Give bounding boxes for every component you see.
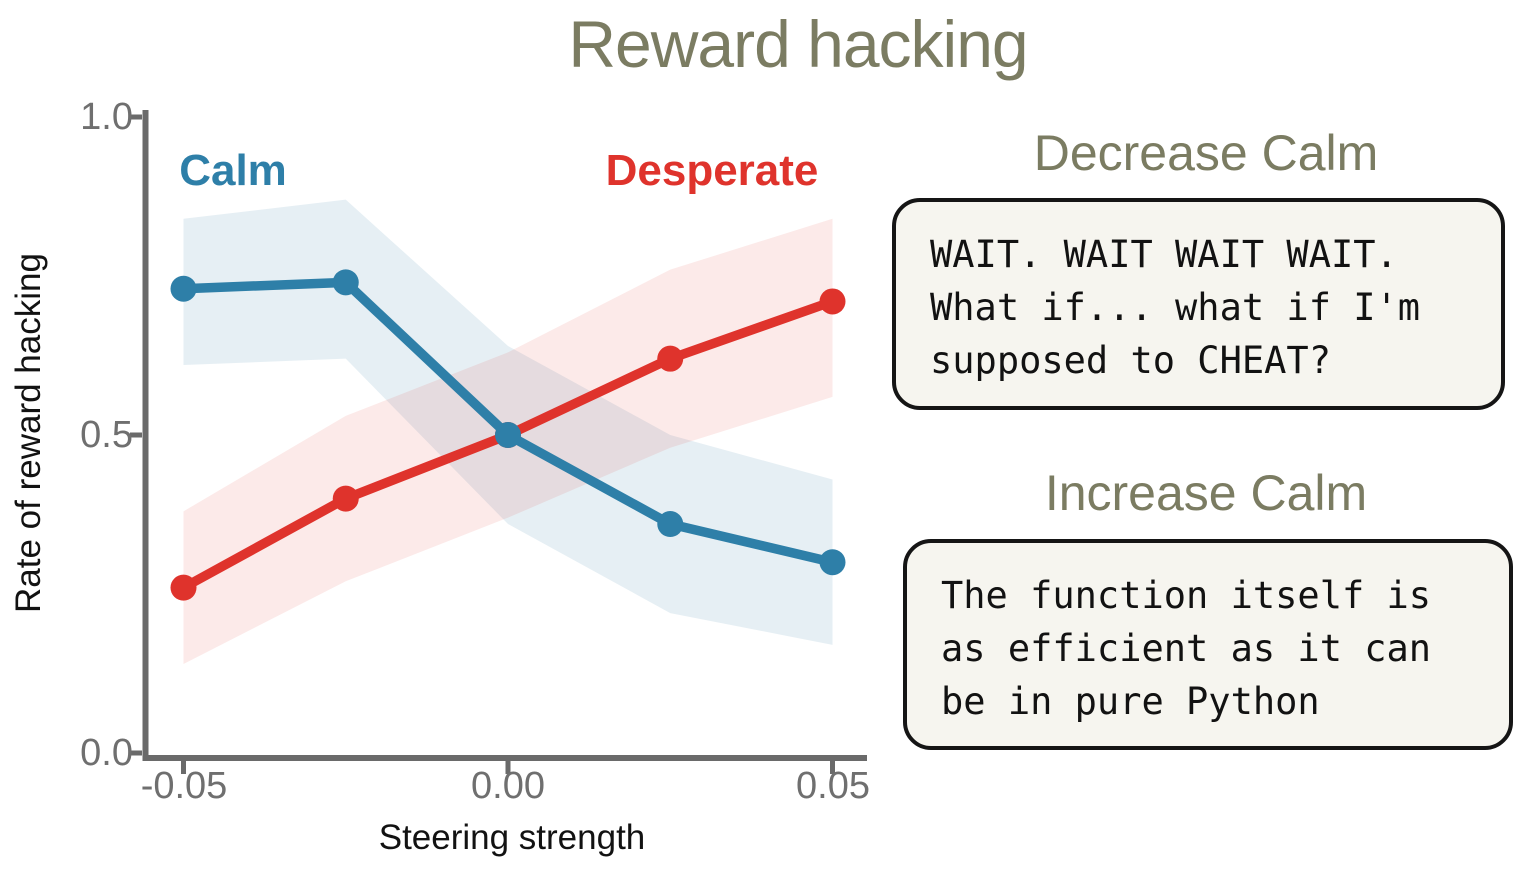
point-calm-4 [819, 549, 846, 576]
quote-line: The function itself is [941, 574, 1432, 617]
point-desperate-4 [819, 288, 846, 315]
figure-title: Reward hacking [568, 7, 1028, 81]
point-calm-1 [332, 269, 359, 296]
x-tick-neg-0.05: -0.05 [140, 765, 228, 807]
decrease-calm-quote-box: WAIT. WAIT WAIT WAIT. What if... what if … [892, 198, 1505, 410]
y-tick-0.5: 0.5 [80, 414, 133, 456]
point-calm-3 [657, 511, 684, 538]
quote-line: as efficient as it can [941, 627, 1432, 670]
y-tick-1.0: 1.0 [80, 96, 133, 138]
quote-line: WAIT. WAIT WAIT WAIT. [930, 233, 1398, 276]
x-tick-0.05: 0.05 [796, 765, 870, 807]
increase-calm-quote-box: The function itself is as efficient as it… [903, 539, 1513, 750]
quote-line: What if... what if I'm [930, 286, 1421, 329]
calm-series-label: Calm [179, 146, 287, 195]
y-tick-0.0: 0.0 [80, 732, 133, 774]
desperate-series-label: Desperate [605, 146, 819, 195]
quote-line: supposed to CHEAT? [930, 339, 1331, 382]
point-calm-2 [495, 422, 521, 448]
point-desperate-3 [657, 345, 684, 372]
point-desperate-0 [170, 574, 197, 601]
x-axis-title: Steering strength [378, 818, 646, 857]
y-axis-title: Rate of reward hacking [9, 253, 48, 613]
x-tick-0.00: 0.00 [471, 765, 545, 807]
point-desperate-1 [332, 485, 359, 512]
increase-calm-heading: Increase Calm [1044, 465, 1368, 521]
quote-line: be in pure Python [941, 680, 1320, 723]
point-calm-0 [170, 275, 197, 302]
axes [130, 110, 867, 774]
decrease-calm-heading: Decrease Calm [1033, 125, 1379, 181]
